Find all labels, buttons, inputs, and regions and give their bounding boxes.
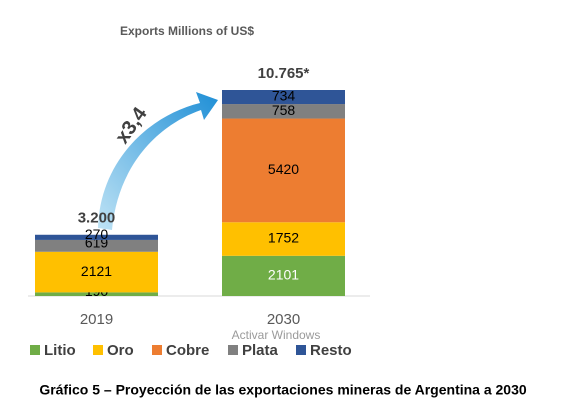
legend-swatch: [296, 345, 306, 355]
legend-label: Resto: [310, 342, 352, 359]
bar-segment: [35, 239, 158, 252]
value-label: 2101: [268, 267, 299, 283]
x-tick-label: 2030: [267, 311, 300, 328]
bar-segment: [35, 234, 158, 240]
legend-swatch: [30, 345, 40, 355]
value-label: 758: [272, 102, 296, 118]
total-label: 10.765*: [258, 65, 310, 82]
bar-segment: [222, 222, 345, 256]
bar-segment: [222, 104, 345, 119]
bar-segment: [35, 251, 158, 293]
legend-label: Oro: [107, 342, 134, 359]
legend-label: Litio: [44, 342, 76, 359]
legend-label: Cobre: [166, 342, 209, 359]
bar-segment: [222, 255, 345, 296]
watermark: Activar Windows: [232, 328, 321, 342]
bar-segment: [35, 292, 158, 296]
legend-swatch: [152, 345, 162, 355]
value-label: 1752: [268, 230, 299, 246]
chart-title: Exports Millions of US$: [120, 24, 254, 38]
value-label: 270: [85, 226, 109, 242]
x-tick-label: 2019: [80, 311, 113, 328]
value-label: 2121: [81, 263, 112, 279]
total-label: 3.200: [78, 210, 116, 227]
legend-swatch: [228, 345, 238, 355]
legend-label: Plata: [242, 342, 279, 359]
caption: Gráfico 5 – Proyección de las exportacio…: [39, 382, 527, 398]
value-label: 5420: [268, 161, 299, 177]
legend-swatch: [93, 345, 103, 355]
bar-segment: [222, 90, 345, 105]
value-label: 734: [272, 88, 296, 104]
bar-segment: [222, 118, 345, 223]
growth-arrow: [98, 92, 218, 230]
